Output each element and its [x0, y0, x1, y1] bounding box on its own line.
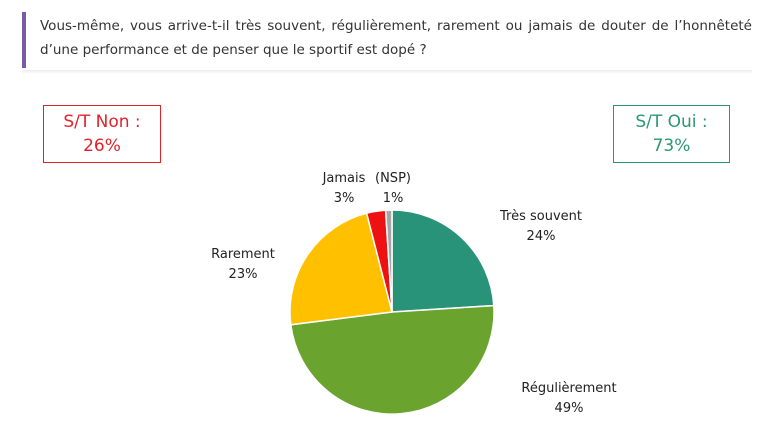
- slice-category-label: Très souvent: [499, 209, 582, 224]
- slice-value-label: 1%: [383, 191, 404, 206]
- pie-slice-régulièrement: [289, 304, 495, 415]
- slice-value-label: 24%: [527, 229, 556, 244]
- slice-category-label: (NSP): [375, 171, 411, 186]
- pie-slice-très-souvent: [391, 209, 495, 313]
- pie-labels: Très souvent 24% Régulièrement 49% Rarement 2…: [211, 171, 617, 416]
- pie-slice-rarement: [289, 212, 393, 326]
- slice-category-label: Régulièrement: [521, 381, 616, 396]
- header-divider: [22, 70, 752, 74]
- slice-category-label: Jamais: [322, 171, 366, 186]
- summary-non-value: 26%: [83, 136, 121, 156]
- summary-non-label: S/T Non :: [63, 112, 141, 132]
- summary-oui-box: S/T Oui : 73%: [613, 105, 730, 163]
- slice-value-label: 23%: [229, 267, 258, 282]
- summary-oui-label: S/T Oui :: [635, 112, 708, 132]
- slice-value-label: 49%: [555, 401, 584, 416]
- question-block: Vous-même, vous arrive-t-il très souvent…: [22, 12, 756, 68]
- summary-non-box: S/T Non : 26%: [43, 105, 161, 163]
- slice-category-label: Rarement: [211, 247, 275, 262]
- summary-oui-value: 73%: [652, 136, 691, 156]
- slice-value-label: 3%: [334, 191, 355, 206]
- question-text: Vous-même, vous arrive-t-il très souvent…: [40, 18, 752, 58]
- pie-slice-nsp: [384, 209, 393, 313]
- pie-slices: [289, 209, 495, 415]
